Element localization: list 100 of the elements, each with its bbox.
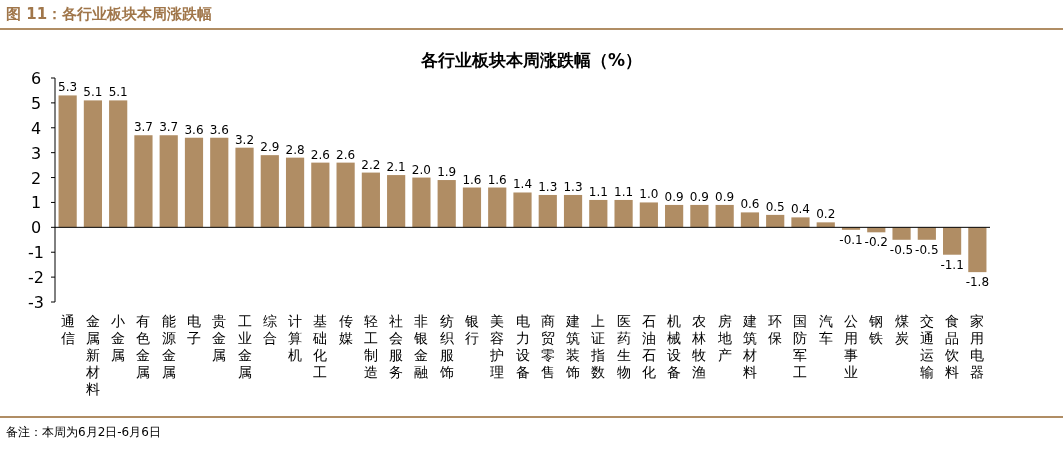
- x-tick-label: 计算机: [288, 313, 303, 363]
- text: 备注：本周为6月2日-6月6日: [6, 425, 161, 439]
- bar: [412, 177, 431, 228]
- bar: [563, 194, 583, 228]
- y-tick-label: 1: [30, 193, 42, 213]
- x-tick-label: 能源金属: [161, 313, 176, 380]
- data-label: 0.9: [664, 189, 684, 204]
- data-label: 1.3: [538, 179, 558, 194]
- data-label: 1.0: [639, 187, 659, 202]
- data-label: 2.0: [411, 162, 431, 177]
- x-tick-label: 通信: [60, 313, 75, 346]
- bar: [285, 157, 305, 228]
- x-tick-label: 传媒: [338, 313, 353, 346]
- x-tick-label: 环保: [768, 313, 783, 346]
- data-label: -1.8: [965, 275, 990, 290]
- y-tick-label: 3: [30, 143, 42, 163]
- data-label: 0.9: [689, 189, 709, 204]
- y-tick-label: -3: [28, 293, 44, 312]
- x-tick-label: 上证指数: [590, 313, 606, 380]
- bar: [740, 212, 760, 228]
- x-tick-label: 贵金属: [212, 313, 227, 363]
- data-label: -0.2: [864, 235, 888, 250]
- bar: [462, 187, 482, 228]
- bar: [791, 217, 810, 228]
- bar: [665, 204, 684, 228]
- data-label: 3.6: [209, 122, 229, 137]
- x-tick-label: 基础化工: [312, 313, 328, 380]
- data-label: 0.9: [715, 189, 735, 204]
- data-label: 2.8: [285, 142, 305, 157]
- bar: [968, 227, 987, 273]
- bar: [690, 204, 709, 228]
- x-tick-label: 建筑材料: [741, 313, 757, 380]
- x-tick-label: 机械设备: [667, 313, 682, 380]
- data-label: 3.2: [234, 132, 255, 147]
- y-tick-label: 0: [30, 218, 42, 238]
- x-tick-label: 食品饮料: [944, 313, 960, 380]
- bar: [639, 202, 658, 228]
- y-tick-label: -1: [28, 243, 44, 263]
- bar: [892, 227, 911, 240]
- bar: [816, 222, 835, 228]
- x-tick-label: 金属新材料: [84, 313, 100, 397]
- x-tick-label: 钢铁: [868, 313, 884, 346]
- x-tick-label: 非银金融: [413, 313, 429, 380]
- data-label: 2.6: [310, 147, 330, 162]
- bar: [83, 100, 102, 228]
- data-label: 3.6: [184, 122, 204, 137]
- bar: [943, 227, 962, 255]
- x-tick-label: 银行: [463, 313, 479, 346]
- y-tick-label: 6: [30, 69, 42, 88]
- bar: [589, 199, 608, 228]
- y-tick-label: 5: [30, 93, 42, 113]
- bar: [109, 100, 128, 228]
- y-tick-label: 4: [30, 118, 42, 138]
- data-label: 1.4: [512, 177, 533, 192]
- chart-title: 图 11：各行业板块本周涨跌幅: [6, 5, 213, 23]
- data-label: 1.3: [563, 179, 583, 194]
- data-label: 2.2: [361, 157, 381, 172]
- x-tick-label: 家用电器: [970, 313, 985, 380]
- x-tick-label: 煤炭: [894, 313, 909, 346]
- data-label: 3.7: [133, 120, 153, 135]
- x-tick-label: 美容护理: [489, 313, 505, 380]
- x-tick-label: 医药生物: [616, 313, 631, 380]
- x-tick-label: 房地产: [716, 313, 732, 363]
- data-label: 2.1: [386, 160, 406, 175]
- x-tick-label: 电力设备: [515, 313, 530, 380]
- bar: [134, 135, 153, 228]
- data-label: 3.7: [159, 120, 179, 135]
- data-label: 0.4: [790, 202, 811, 217]
- bar: [488, 187, 507, 228]
- data-label: 1.1: [614, 184, 634, 199]
- data-label: 1.9: [437, 165, 457, 180]
- bar: [311, 162, 330, 228]
- data-label: 1.6: [487, 172, 507, 187]
- bar: [614, 199, 633, 228]
- x-tick-label: 电子: [186, 313, 201, 346]
- x-tick-label: 社会服务: [389, 313, 404, 380]
- bar: [336, 162, 355, 228]
- bar: [361, 172, 380, 228]
- x-tick-label: 公用事业: [844, 313, 859, 380]
- data-label: 2.9: [260, 140, 280, 155]
- x-tick-label: 汽车: [818, 313, 833, 346]
- data-label: 0.6: [740, 197, 760, 212]
- bar: [766, 214, 785, 228]
- x-tick-label: 农林牧渔: [691, 313, 707, 380]
- bar: [210, 137, 229, 228]
- bar: [513, 192, 532, 228]
- x-tick-label: 轻工制造: [363, 313, 378, 380]
- chart-subtitle: 各行业板块本周涨跌幅（%）: [419, 50, 643, 70]
- data-label: -0.5: [915, 242, 939, 257]
- data-label: -0.1: [839, 232, 863, 247]
- x-tick-label: 纺织服饰: [438, 313, 454, 380]
- data-label: -0.5: [889, 242, 914, 257]
- bar: [538, 194, 557, 228]
- data-label: 5.3: [58, 80, 78, 95]
- y-tick-label: 2: [30, 168, 42, 188]
- x-tick-label: 交通运输: [919, 313, 934, 380]
- x-tick-label: 商贸零售: [540, 313, 555, 380]
- x-tick-label: 国防军工: [793, 313, 808, 380]
- x-tick-label: 综合: [262, 313, 277, 346]
- data-label: 1.1: [588, 184, 608, 199]
